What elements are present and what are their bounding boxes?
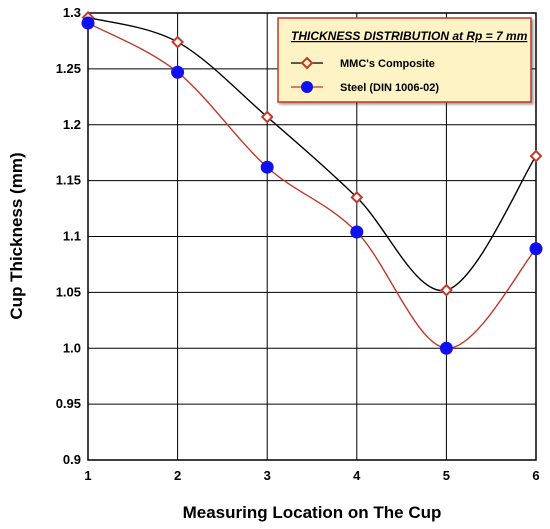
y-tick-label: 0.95 (56, 396, 81, 411)
x-axis-title: Measuring Location on The Cup (183, 503, 442, 522)
data-point-steel (171, 65, 185, 79)
data-point-mmc-composite (260, 110, 274, 124)
y-tick-label: 1.25 (56, 61, 81, 76)
data-point-steel (529, 242, 543, 256)
data-point-steel (260, 160, 274, 174)
data-point-mmc-composite (439, 283, 453, 297)
legend-marker-mmc (300, 56, 314, 70)
data-point-steel (439, 341, 453, 355)
y-tick-label: 1.0 (63, 340, 81, 355)
legend: THICKNESS DISTRIBUTION at Rp = 7 mm MMC'… (277, 17, 532, 103)
legend-box (277, 17, 532, 103)
data-point-mmc-composite (350, 190, 364, 204)
x-tick-label: 1 (84, 468, 91, 483)
data-point-mmc-composite (529, 149, 543, 163)
x-tick-label: 3 (264, 468, 271, 483)
x-tick-label: 4 (353, 468, 361, 483)
legend-title: THICKNESS DISTRIBUTION at Rp = 7 mm (291, 29, 528, 43)
y-tick-label: 1.1 (63, 229, 81, 244)
legend-label-steel: Steel (DIN 1006-02) (340, 82, 439, 94)
x-tick-labels: 1 2 3 4 5 6 (84, 468, 539, 483)
y-tick-label: 1.3 (63, 5, 81, 20)
y-tick-label: 0.9 (63, 452, 81, 467)
data-point-steel (81, 16, 95, 30)
data-point-steel (350, 225, 364, 239)
x-tick-label: 5 (443, 468, 450, 483)
legend-marker-steel (301, 81, 313, 93)
x-tick-label: 6 (532, 468, 539, 483)
plot-frame (87, 12, 537, 461)
y-tick-label: 1.2 (63, 117, 81, 132)
y-axis-title: Cup Thickness (mm) (7, 152, 26, 319)
y-tick-label: 1.05 (56, 284, 81, 299)
data-point-mmc-composite (171, 35, 185, 49)
x-tick-label: 2 (174, 468, 181, 483)
y-tick-label: 1.15 (56, 173, 81, 188)
y-tick-labels: 0.9 0.95 1.0 1.05 1.1 1.15 1.2 1.25 1.3 (56, 5, 81, 467)
series (81, 11, 543, 355)
legend-label-mmc: MMC's Composite (340, 58, 435, 70)
